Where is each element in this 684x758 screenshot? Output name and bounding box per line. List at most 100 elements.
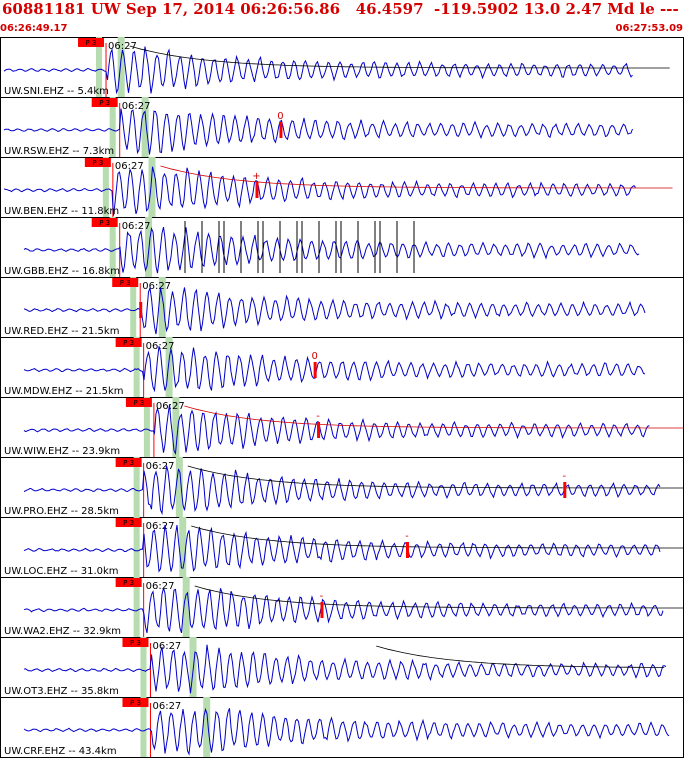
- pick-window: [148, 157, 156, 217]
- pick-flag: [122, 638, 149, 647]
- waveform-trace: [3, 166, 636, 216]
- pick-flag: [84, 158, 111, 167]
- pick-label: P 3: [99, 99, 110, 107]
- pick-label: P 3: [123, 519, 134, 527]
- pick-window: [109, 97, 116, 157]
- waveform-trace: [3, 108, 633, 155]
- time-tick-label: 06:27: [146, 461, 175, 472]
- channel-label: UW.OT3.EHZ -- 35.8km: [4, 686, 119, 697]
- event-header: 60881181 UW Sep 17, 2014 06:26:56.86 46.…: [2, 0, 684, 18]
- amplitude-label: -: [316, 411, 320, 422]
- pick-window: [133, 517, 140, 577]
- pick-label: P 3: [130, 639, 141, 647]
- amplitude-label: -: [562, 471, 566, 482]
- pick-flag: [91, 218, 118, 227]
- amplitude-marker: [563, 482, 567, 498]
- pick-window: [133, 577, 140, 637]
- waveform-trace: [23, 286, 646, 335]
- pick-window: [203, 697, 211, 757]
- pick-window: [165, 337, 173, 397]
- start-time: 06:26:49.17: [0, 23, 68, 34]
- channel-label: UW.RSW.EHZ -- 7.3km: [4, 146, 114, 157]
- pick-flag: [115, 338, 142, 347]
- pick-window: [175, 457, 183, 517]
- waveform-trace: [23, 226, 640, 274]
- pick-flag: [91, 98, 118, 107]
- amplitude-label: 0: [311, 351, 317, 362]
- decay-envelope: [184, 405, 684, 429]
- amplitude-label: +: [252, 171, 260, 182]
- amplitude-marker: [139, 302, 143, 318]
- waveform-trace: [23, 346, 646, 393]
- amplitude-marker: [255, 182, 259, 198]
- time-tick-label: 06:27: [146, 341, 175, 352]
- channel-label: UW.WA2.EHZ -- 32.9km: [4, 626, 121, 637]
- pick-window: [143, 397, 150, 457]
- pick-flag: [115, 578, 142, 587]
- pick-window: [182, 577, 190, 637]
- channel-label: UW.MDW.EHZ -- 21.5km: [4, 386, 124, 397]
- pick-window: [96, 37, 103, 97]
- decay-envelope: [376, 645, 665, 668]
- pick-window: [158, 277, 166, 337]
- channel-label: UW.WIW.EHZ -- 23.9km: [4, 446, 120, 457]
- amplitude-marker: [279, 122, 283, 138]
- decay-envelope: [129, 45, 670, 69]
- pick-flag: [78, 38, 105, 47]
- time-tick-label: 06:27: [146, 581, 175, 592]
- pick-window: [102, 157, 109, 217]
- waveform-trace: [23, 587, 664, 634]
- time-tick-label: 06:27: [146, 521, 175, 532]
- pick-label: P 3: [133, 399, 144, 407]
- waveform-trace: [3, 46, 633, 95]
- pick-label: P 3: [123, 339, 134, 347]
- waveform-trace: [23, 644, 667, 694]
- pick-flag: [115, 518, 142, 527]
- time-tick-label: 06:27: [122, 221, 151, 232]
- channel-label: UW.LOC.EHZ -- 31.0km: [4, 566, 119, 577]
- pick-window: [172, 397, 180, 457]
- time-tick-label: 06:27: [156, 401, 185, 412]
- pick-window: [145, 217, 153, 277]
- waveform-trace: [23, 707, 670, 756]
- pick-flag: [122, 698, 149, 707]
- amplitude-label: -: [320, 591, 324, 602]
- channel-label: UW.BEN.EHZ -- 11.8km: [4, 206, 119, 217]
- channel-label: UW.SNI.EHZ -- 5.4km: [4, 86, 109, 97]
- pick-label: P 3: [123, 579, 134, 587]
- pick-window: [141, 97, 149, 157]
- channel-label: UW.PRO.EHZ -- 28.5km: [4, 506, 119, 517]
- pick-window: [140, 637, 147, 697]
- pick-flag: [125, 398, 152, 407]
- amplitude-label: 0: [277, 111, 283, 122]
- pick-label: P 3: [120, 279, 131, 287]
- pick-window: [133, 457, 140, 517]
- end-time: 06:27:53.09: [615, 23, 683, 34]
- pick-window: [133, 337, 140, 397]
- time-tick-label: 06:27: [115, 161, 144, 172]
- pick-window: [140, 697, 147, 757]
- time-tick-label: 06:27: [142, 281, 171, 292]
- decay-envelope: [191, 525, 684, 549]
- pick-label: P 3: [130, 699, 141, 707]
- amplitude-label: -: [405, 531, 409, 542]
- pick-label: P 3: [86, 39, 97, 47]
- pick-window: [130, 277, 137, 337]
- time-tick-label: 06:27: [108, 41, 137, 52]
- pick-label: P 3: [92, 159, 103, 167]
- decay-envelope: [160, 165, 673, 189]
- time-tick-label: 06:27: [122, 101, 151, 112]
- waveform-trace: [23, 524, 661, 573]
- waveform-trace: [23, 465, 661, 516]
- decay-envelope: [194, 585, 684, 609]
- pick-flag: [112, 278, 139, 287]
- amplitude-marker: [317, 422, 321, 438]
- pick-window: [117, 37, 125, 97]
- channel-label: UW.GBB.EHZ -- 16.8km: [4, 266, 120, 277]
- time-tick-label: 06:27: [152, 701, 181, 712]
- pick-window: [109, 217, 116, 277]
- pick-label: P 3: [123, 459, 134, 467]
- channel-label: UW.CRF.EHZ -- 43.4km: [4, 746, 117, 757]
- decay-envelope: [187, 465, 684, 489]
